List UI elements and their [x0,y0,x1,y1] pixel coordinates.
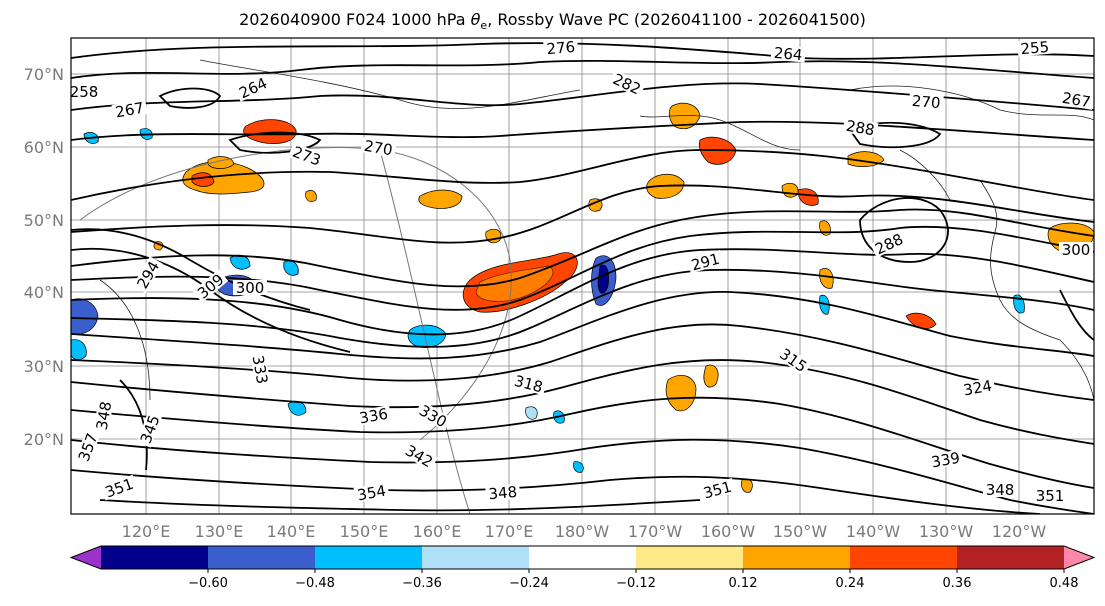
contour-label: 267 [111,99,148,122]
contour-label: 276 [543,38,579,58]
svg-text:336: 336 [358,405,389,428]
theta-e-contours [71,42,1094,514]
contour-label: 300 [233,279,267,297]
lat-label: 30°N [24,357,64,376]
lon-label: 130°E [195,522,244,541]
colorbar-tick-label: 0.24 [836,576,865,591]
latitude-labels: 70°N 60°N 50°N 40°N 30°N 20°N [24,65,64,449]
colorbar-segment [422,546,530,569]
contour-label: 264 [770,44,806,64]
colorbar-tick-label: −0.24 [509,576,549,591]
lat-label: 50°N [24,211,64,230]
contour-label: 351 [1033,487,1067,505]
map-frame [70,37,1095,515]
svg-text:348: 348 [488,483,518,503]
lon-label: 170°E [485,522,534,541]
svg-text:288: 288 [845,117,876,140]
colorbar-tick-label: 0.48 [1050,576,1079,591]
colorbar-tick-label: −0.12 [616,576,656,591]
contour-label: 300 [1059,241,1093,259]
colorbar-segment [208,546,316,569]
lon-label: 120°E [122,522,171,541]
svg-text:333: 333 [249,354,272,385]
svg-text:255: 255 [1020,38,1050,58]
lat-label: 20°N [24,430,64,449]
colorbar [69,545,1096,570]
lat-label: 40°N [24,283,64,302]
lat-label: 60°N [24,138,64,157]
colorbar-segment [315,546,423,569]
colorbar-tick-labels: −0.60 −0.48 −0.36 −0.24 −0.12 0.12 0.24 0.36 0.4… [188,569,1079,591]
lon-label: 140°W [846,522,901,541]
lon-label: 160°W [701,522,756,541]
svg-text:339: 339 [930,449,961,472]
svg-text:270: 270 [363,137,394,160]
svg-text:324: 324 [962,377,993,400]
projection-outline [79,147,512,514]
svg-text:348: 348 [986,481,1015,499]
svg-text:351: 351 [1036,487,1065,505]
contour-label: 357 [75,428,101,466]
contour-label: 270 [908,92,944,112]
colorbar-segment [850,546,958,569]
contour-label: 354 [353,482,390,505]
lon-label: 130°W [919,522,974,541]
contour-label: 288 [842,117,879,140]
colorbar-segment [636,546,744,569]
lon-label: 170°W [628,522,683,541]
lat-label: 70°N [24,65,64,84]
colorbar-outline [69,545,1096,570]
svg-text:354: 354 [356,482,387,505]
contour-label: 336 [355,405,392,428]
colorbar-tick-label: −0.60 [188,576,228,591]
colorbar-tick-label: 0.36 [943,576,972,591]
contour-label: 339 [927,449,964,472]
map-title: 2026040900 F024 1000 hPa θe, Rossby Wave… [239,10,866,33]
lon-label: 150°W [773,522,828,541]
svg-text:264: 264 [773,44,803,64]
colorbar-extend-high [1064,546,1094,569]
contour-label: 324 [959,377,996,400]
colorbar-tick-label: 0.12 [729,576,758,591]
longitude-labels: 120°E 130°E 140°E 150°E 160°E 170°E 180°W 170°W… [122,522,1047,541]
lon-label: 160°E [413,522,462,541]
svg-text:276: 276 [546,38,576,58]
svg-text:300: 300 [236,279,265,297]
svg-text:267: 267 [114,99,145,122]
coastlines [99,59,1094,401]
contour-label: 348 [485,483,521,503]
lon-label: 150°E [340,522,389,541]
svg-text:267: 267 [1061,89,1092,112]
contour-label: 267 [1058,89,1094,112]
colorbar-segment [529,546,637,569]
colorbar-extend-low [71,546,101,569]
contour-label: 258 [70,83,101,101]
colorbar-tick-label: −0.48 [295,576,335,591]
contour-label: 270 [360,137,397,160]
contour-label: 348 [983,481,1017,499]
contour-label: 255 [1017,38,1053,58]
lon-label: 180°W [555,522,610,541]
svg-text:258: 258 [70,83,99,101]
colorbar-segment [743,546,851,569]
svg-text:348: 348 [93,400,116,431]
colorbar-segment [957,546,1065,569]
svg-text:300: 300 [1062,241,1091,259]
contour-label: 348 [93,397,116,434]
colorbar-tick-label: −0.36 [402,576,442,591]
lon-label: 120°W [992,522,1047,541]
svg-text:270: 270 [911,92,941,112]
colorbar-segment [101,546,209,569]
contour-label: 333 [249,351,272,388]
lon-label: 140°E [267,522,316,541]
